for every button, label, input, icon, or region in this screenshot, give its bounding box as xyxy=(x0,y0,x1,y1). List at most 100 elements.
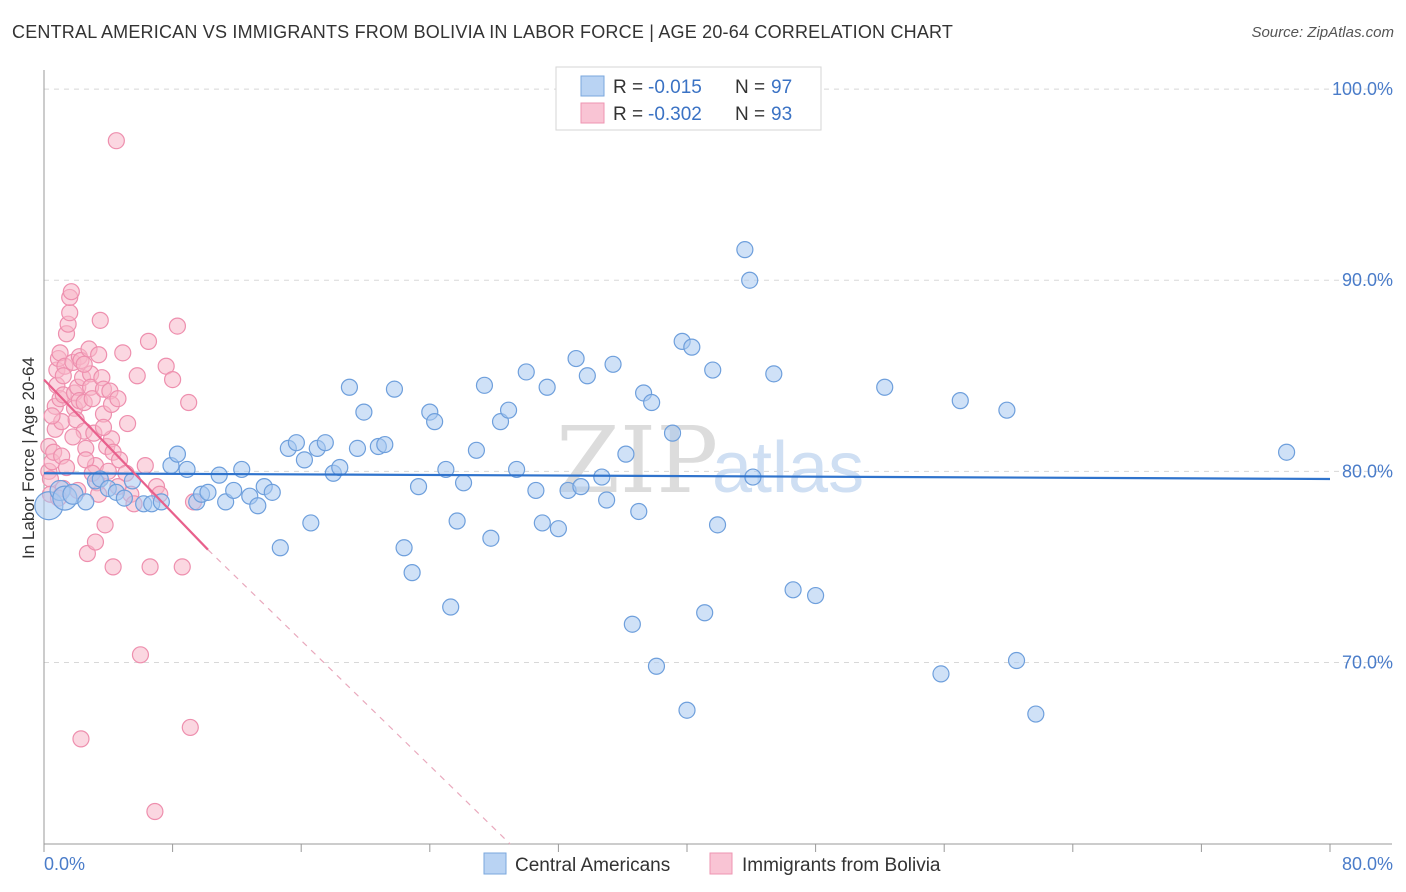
point-central-american-47 xyxy=(426,413,444,431)
point-central-american-32 xyxy=(302,514,320,532)
bottom-legend-label-blue: Central Americans xyxy=(515,855,670,876)
point-bolivia-67 xyxy=(139,332,158,350)
legend-r-label-blue: R = xyxy=(613,77,643,98)
point-central-american-78 xyxy=(678,701,696,719)
point-bolivia-65 xyxy=(131,646,150,664)
point-central-american-87 xyxy=(784,581,802,599)
point-bolivia-72 xyxy=(164,371,182,389)
point-central-american-95 xyxy=(1277,443,1296,461)
x-tick-labels: 0.0% 80.0% xyxy=(44,854,1393,874)
point-central-american-4 xyxy=(77,493,95,511)
trend-line-central-american xyxy=(43,472,1331,481)
point-bolivia-22 xyxy=(62,283,80,301)
point-central-american-59 xyxy=(527,481,545,500)
legend-n-label-blue: N = xyxy=(735,77,765,98)
series-bolivia-points xyxy=(40,132,203,821)
point-central-american-65 xyxy=(572,478,590,496)
point-central-american-36 xyxy=(331,458,349,477)
point-central-american-64 xyxy=(567,349,585,368)
point-central-american-79 xyxy=(683,338,701,356)
point-central-american-43 xyxy=(395,539,413,557)
point-central-american-72 xyxy=(630,502,648,521)
legend-n-label-pink: N = xyxy=(735,104,765,125)
point-central-american-82 xyxy=(708,516,727,534)
point-central-american-20 xyxy=(210,466,228,484)
point-central-american-69 xyxy=(604,355,622,373)
source-credit: Source: ZipAtlas.com xyxy=(1251,24,1394,41)
trend-lines xyxy=(43,378,1331,845)
watermark-atlas: atlas xyxy=(712,428,864,508)
point-central-american-67 xyxy=(593,468,611,486)
point-central-american-51 xyxy=(454,474,473,492)
point-central-american-9 xyxy=(115,489,133,507)
legend-n-value-pink: 93 xyxy=(771,104,792,125)
point-central-american-75 xyxy=(647,657,666,675)
point-central-american-61 xyxy=(538,378,556,396)
point-central-american-52 xyxy=(467,441,486,459)
point-bolivia-39 xyxy=(83,390,101,408)
point-central-american-48 xyxy=(437,460,455,479)
point-central-american-54 xyxy=(482,529,500,547)
point-central-american-62 xyxy=(549,520,568,538)
point-central-american-44 xyxy=(403,564,421,582)
point-central-american-81 xyxy=(704,361,722,379)
point-central-american-80 xyxy=(696,604,714,622)
point-bolivia-81 xyxy=(57,458,76,477)
point-central-american-15 xyxy=(168,445,187,463)
point-bolivia-58 xyxy=(109,390,127,408)
bottom-legend-swatch-pink xyxy=(709,852,733,875)
axes xyxy=(43,70,1392,852)
point-bolivia-89 xyxy=(75,355,93,373)
point-bolivia-66 xyxy=(136,457,154,475)
point-bolivia-91 xyxy=(54,367,72,385)
point-central-american-68 xyxy=(598,491,616,509)
gridlines xyxy=(44,88,1392,663)
series-central-american-points xyxy=(34,241,1296,723)
point-bolivia-57 xyxy=(107,132,125,150)
point-central-american-37 xyxy=(340,378,359,396)
point-central-american-57 xyxy=(508,460,526,479)
y-axis-label: In Labor Force | Age 20-64 xyxy=(19,357,38,559)
point-bolivia-79 xyxy=(181,718,199,737)
legend-r-value-pink: -0.302 xyxy=(648,104,702,125)
point-central-american-50 xyxy=(448,512,466,530)
y-tick-label-2: 90.0% xyxy=(1342,270,1393,290)
point-bolivia-85 xyxy=(64,428,82,446)
legend-box: R = -0.015 N = 97 R = -0.302 N = 93 xyxy=(555,66,822,131)
point-central-american-31 xyxy=(295,451,314,469)
point-bolivia-56 xyxy=(104,558,122,576)
point-central-american-86 xyxy=(765,365,783,383)
point-central-american-30 xyxy=(287,434,305,452)
point-central-american-60 xyxy=(533,514,551,532)
point-bolivia-74 xyxy=(173,558,191,576)
point-central-american-89 xyxy=(876,378,894,396)
point-central-american-58 xyxy=(517,363,535,381)
point-central-american-10 xyxy=(123,472,142,490)
point-central-american-90 xyxy=(932,665,950,683)
legend-r-label-pink: R = xyxy=(613,104,643,125)
point-central-american-94 xyxy=(1027,705,1045,723)
point-central-american-92 xyxy=(998,401,1016,419)
point-central-american-27 xyxy=(263,483,281,501)
legend-swatch-blue xyxy=(580,75,605,97)
point-central-american-45 xyxy=(409,478,428,496)
point-bolivia-42 xyxy=(86,533,105,551)
point-central-american-22 xyxy=(225,481,243,500)
point-central-american-49 xyxy=(442,598,460,616)
point-central-american-38 xyxy=(348,439,367,457)
point-bolivia-80 xyxy=(43,407,61,425)
point-central-american-19 xyxy=(199,483,217,501)
point-bolivia-60 xyxy=(114,344,132,362)
point-bolivia-45 xyxy=(91,311,109,329)
point-central-american-84 xyxy=(741,271,759,289)
trend-line-bolivia xyxy=(43,378,209,551)
point-central-american-53 xyxy=(475,376,494,394)
point-central-american-71 xyxy=(623,615,641,633)
point-central-american-28 xyxy=(271,539,289,557)
point-bolivia-20 xyxy=(61,304,79,322)
point-central-american-74 xyxy=(643,393,661,412)
point-central-american-56 xyxy=(499,401,518,419)
bottom-legend: Central Americans Immigrants from Bolivi… xyxy=(483,852,941,876)
point-bolivia-73 xyxy=(168,317,187,335)
point-bolivia-77 xyxy=(72,730,90,748)
